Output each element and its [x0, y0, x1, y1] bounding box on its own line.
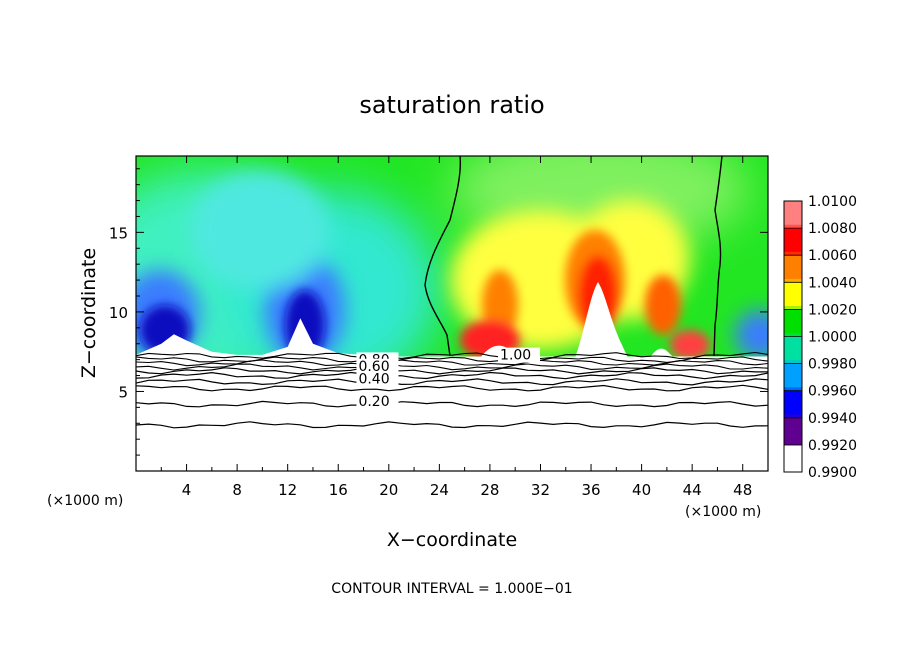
colorbar-label: 1.0020: [808, 302, 857, 318]
x-tick-label: 28: [480, 481, 499, 499]
contour-line: [136, 356, 768, 363]
x-tick-label: 16: [329, 481, 348, 499]
saturation-field: [136, 156, 768, 471]
colorbar-segment: [784, 336, 802, 365]
contour-label: 1.00: [500, 348, 531, 364]
contour-1-00-right: [713, 156, 723, 357]
colorbar-blend: [784, 245, 802, 252]
colorbar-segment: [784, 282, 802, 310]
colorbar-blend: [784, 326, 802, 334]
contour-label-background: [356, 358, 399, 374]
colorbar-blend: [784, 383, 802, 391]
colorbar-blend: [784, 353, 802, 361]
contour-line: [136, 363, 768, 371]
contour-line: [136, 421, 768, 429]
y-tick-label: 15: [109, 224, 128, 242]
x-tick-label: 40: [632, 481, 651, 499]
x-tick-label: 44: [683, 481, 702, 499]
x-tick-label: 36: [581, 481, 600, 499]
x-tick-label: 12: [278, 481, 297, 499]
colorbar-label: 0.9960: [808, 384, 857, 400]
x-unit-left: (×1000 m): [47, 493, 123, 509]
chart-title: saturation ratio: [359, 91, 544, 119]
contour-interval-note: CONTOUR INTERVAL = 1.000E−01: [331, 581, 572, 597]
x-tick-label: 24: [430, 481, 449, 499]
y-tick-label: 5: [118, 383, 128, 401]
colorbar-label: 1.0060: [808, 248, 857, 264]
contour-label: 0.40: [358, 372, 389, 388]
x-tick-label: 48: [733, 481, 752, 499]
x-tick-label: 20: [379, 481, 398, 499]
x-tick-label: 4: [182, 481, 192, 499]
contour-line: [136, 351, 768, 360]
contour-lines: [136, 351, 768, 429]
contour-line: [136, 359, 768, 367]
colorbar-segment: [784, 417, 802, 446]
colorbar-blend: [784, 275, 802, 283]
colorbar-blend: [784, 380, 802, 388]
x-tick-label: 8: [232, 481, 242, 499]
colorbar-label: 1.0080: [808, 221, 857, 237]
colorbar-blend: [784, 407, 802, 415]
colorbar-blend: [784, 302, 802, 310]
contour-label-background: [356, 371, 399, 387]
colorbar-labels: 1.0100 1.0080 1.0060 1.0040 1.0020 1.0000 0.99…: [784, 194, 857, 481]
terrain-below-cloud-base: [136, 318, 768, 471]
colorbar-blend: [784, 356, 802, 364]
colorbar-blend: [784, 217, 802, 225]
contour-line: [136, 384, 768, 392]
contour-labels: 1.000.800.600.400.20: [356, 347, 541, 410]
colorbar-label: 0.9980: [808, 357, 857, 373]
x-unit-right: (×1000 m): [685, 504, 761, 520]
y-axis-label: Z−coordinate: [78, 248, 100, 378]
colorbar-label: 1.0100: [808, 194, 857, 210]
colorbar-segment: [784, 390, 802, 419]
colorbar-blend: [784, 411, 802, 418]
contour-line: [136, 378, 768, 386]
colorbar-segment: [784, 255, 802, 283]
colorbar-blend: [784, 272, 802, 279]
colorbar-blend: [784, 248, 802, 256]
contour-label-background: [498, 347, 541, 363]
field-white-center-core: [575, 282, 628, 358]
colorbar-blend: [784, 299, 802, 307]
contour-label: 0.60: [358, 359, 389, 375]
colorbar-label: 1.0040: [808, 275, 857, 291]
colorbar-segment: [784, 228, 802, 256]
contour-line: [136, 400, 768, 408]
x-axis-ticks: 4 8 12 16 20 24 28 32 36 40 44 48: [160, 156, 752, 499]
contour-line: [136, 371, 768, 380]
colorbar-label: 0.9940: [808, 411, 857, 427]
contour-label-background: [356, 393, 399, 409]
colorbar-label: 0.9920: [808, 438, 857, 454]
plot-area: 1.000.800.600.400.20: [136, 156, 768, 471]
colorbar-label: 1.0000: [808, 330, 857, 346]
y-axis-ticks: 5 10 15: [109, 168, 768, 456]
contour-line: [136, 367, 768, 375]
colorbar-segment: [784, 201, 802, 229]
colorbar-label: 0.9900: [808, 465, 857, 481]
field-blue-right-edge: [735, 310, 768, 360]
colorbar-segment: [784, 309, 802, 337]
x-axis-label: X−coordinate: [387, 529, 517, 551]
field-cyan-upper-left: [190, 170, 330, 290]
contour-label: 0.20: [358, 394, 389, 410]
contour-1-00-left: [424, 156, 462, 357]
colorbar-segment: [784, 363, 802, 392]
field-orange-right-plume: [645, 275, 681, 335]
colorbar-blend: [784, 329, 802, 337]
y-tick-label: 10: [109, 304, 128, 322]
plot-frame: [135, 155, 769, 472]
x-tick-label: 32: [531, 481, 550, 499]
colorbar-blend: [784, 221, 802, 229]
field-red-lower-right: [670, 330, 710, 360]
